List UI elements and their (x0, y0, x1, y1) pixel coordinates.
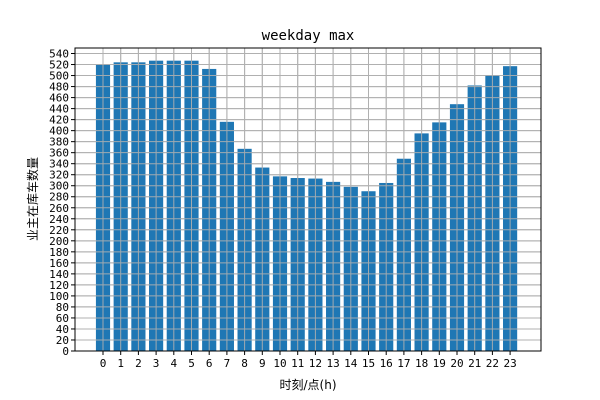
y-tick-label: 40 (56, 323, 69, 336)
y-axis-label: 业主在库车数量 (25, 157, 40, 241)
y-tick-label: 280 (49, 191, 69, 204)
y-tick-label: 120 (49, 279, 69, 292)
chart-title: weekday max (262, 28, 355, 44)
y-tick-label: 420 (49, 114, 69, 127)
x-tick-label: 13 (326, 357, 339, 370)
x-tick-label: 0 (100, 357, 107, 370)
y-tick-label: 440 (49, 103, 69, 116)
y-tick-label: 100 (49, 290, 69, 303)
x-tick-label: 8 (241, 357, 248, 370)
y-tick-label: 500 (49, 70, 69, 83)
plot-frame (74, 47, 542, 352)
x-tick-label: 23 (503, 357, 516, 370)
grid-overlay (75, 48, 541, 352)
x-tick-label: 11 (291, 357, 304, 370)
y-tick-label: 360 (49, 147, 69, 160)
x-tick-label: 6 (206, 357, 213, 370)
y-tick-label: 400 (49, 125, 69, 138)
y-tick-label: 200 (49, 235, 69, 248)
x-tick-label: 1 (117, 357, 124, 370)
y-tick-label: 340 (49, 158, 69, 171)
y-tick-label: 520 (49, 59, 69, 72)
x-tick-label: 17 (397, 357, 410, 370)
x-tick-label: 7 (224, 357, 231, 370)
y-axis-ticks: 0204060801001201401601802002202402602803… (49, 48, 75, 358)
x-tick-label: 20 (450, 357, 463, 370)
y-tick-label: 320 (49, 169, 69, 182)
x-tick-label: 22 (486, 357, 499, 370)
y-tick-label: 380 (49, 136, 69, 149)
y-tick-label: 80 (56, 301, 69, 314)
y-tick-label: 0 (62, 345, 69, 358)
x-tick-label: 5 (188, 357, 195, 370)
y-tick-label: 20 (56, 334, 69, 347)
x-tick-label: 4 (170, 357, 177, 370)
y-tick-label: 540 (49, 48, 69, 61)
x-tick-label: 18 (415, 357, 428, 370)
y-tick-label: 480 (49, 81, 69, 94)
x-tick-label: 19 (433, 357, 446, 370)
x-tick-label: 16 (380, 357, 393, 370)
y-tick-label: 300 (49, 180, 69, 193)
x-tick-label: 3 (153, 357, 160, 370)
y-tick-label: 460 (49, 92, 69, 105)
bars (95, 60, 518, 352)
x-axis-ticks: 0 1 2 3 4 5 6 7 8 9 10 11 12 13 14 15 16 17 18 19 20 21 22 23 (100, 351, 517, 370)
y-tick-label: 160 (49, 257, 69, 270)
x-tick-label: 10 (273, 357, 286, 370)
y-tick-label: 260 (49, 202, 69, 215)
x-tick-label: 9 (259, 357, 266, 370)
x-tick-label: 15 (362, 357, 375, 370)
y-tick-label: 220 (49, 224, 69, 237)
y-tick-label: 140 (49, 268, 69, 281)
y-tick-label: 180 (49, 246, 69, 259)
y-tick-label: 60 (56, 312, 69, 325)
x-axis-label: 时刻/点(h) (279, 378, 336, 392)
y-tick-label: 240 (49, 213, 69, 226)
x-tick-label: 14 (344, 357, 358, 370)
x-tick-label: 21 (468, 357, 481, 370)
x-tick-label: 2 (135, 357, 142, 370)
x-tick-label: 12 (309, 357, 322, 370)
